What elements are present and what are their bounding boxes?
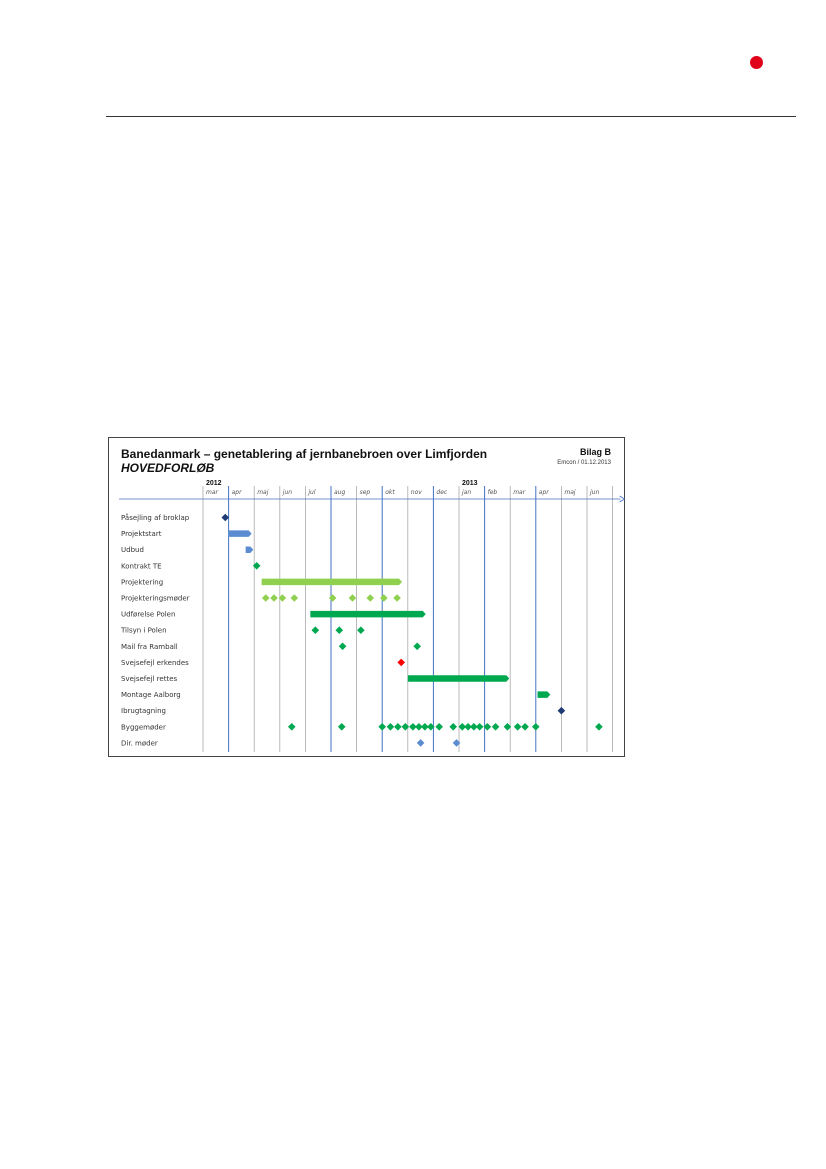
milestone-diamond [380, 594, 388, 602]
row-label: Kontrakt TE [121, 562, 162, 570]
milestone-diamond [270, 594, 278, 602]
row-label: Dir. møder [121, 739, 158, 747]
milestone-diamond [413, 642, 421, 651]
row-label: Mail fra Ramball [121, 643, 178, 651]
milestone-diamond [366, 594, 375, 602]
milestone-diamond [416, 739, 425, 747]
month-label: aug [334, 489, 345, 496]
author-date: Emcon / 01.12.2013 [557, 460, 611, 466]
month-label: jan [461, 489, 471, 496]
gantt-bar [407, 675, 510, 682]
milestone-diamond [401, 723, 410, 731]
milestone-diamond [261, 594, 270, 602]
milestone-diamond [503, 723, 512, 731]
milestone-diamond [557, 706, 566, 715]
row-label: Projektstart [121, 530, 162, 538]
gantt-chart: mar apr maj jun jul aug sep okt nov dec jan feb mar a… [119, 480, 626, 752]
time-axis-arrowhead [619, 495, 626, 503]
chart-title: Banedanmark – genetablering af jernbaneb… [121, 447, 488, 461]
milestone-diamond [452, 739, 461, 747]
year-label: 2013 [462, 480, 478, 487]
row-label: Tilsyn i Polen [120, 627, 167, 635]
row-label: Projektering [121, 578, 163, 586]
month-label: nov [411, 489, 422, 496]
milestone-diamond [513, 723, 522, 731]
milestone-diamond [421, 723, 429, 731]
milestone-diamond [483, 723, 492, 731]
month-label: maj [257, 489, 269, 496]
month-label: jul [307, 489, 315, 496]
milestone-diamond [427, 723, 435, 731]
month-label: apr [232, 489, 242, 496]
month-label: okt [385, 489, 395, 496]
month-label: dec [436, 489, 448, 496]
milestone-diamond [521, 723, 529, 731]
month-label: sep [360, 489, 371, 496]
milestone-diamond [386, 723, 395, 731]
milestone-diamond [435, 723, 443, 731]
row-label: Ibrugtagning [121, 707, 166, 715]
gantt-figure: Banedanmark – genetablering af jernbaneb… [108, 437, 626, 757]
year-label: 2012 [206, 480, 222, 487]
milestone-diamond [532, 723, 540, 731]
milestone-diamond [491, 723, 500, 731]
month-label: maj [564, 489, 576, 496]
month-label: apr [539, 489, 549, 496]
milestone-diamond [335, 626, 344, 634]
month-label: jun [589, 489, 599, 496]
month-label: feb [488, 489, 498, 496]
row-label: Udførelse Polen [121, 611, 175, 619]
milestone-diamond [393, 594, 401, 602]
milestone-diamond [470, 723, 478, 731]
row-label: Byggemøder [121, 723, 166, 731]
row-label: Projekteringsmøder [121, 595, 190, 603]
brand-red-dot [750, 56, 763, 69]
gantt-bar [537, 691, 551, 698]
milestone-diamond [595, 723, 603, 731]
milestone-diamond [449, 723, 458, 731]
milestone-diamond [357, 626, 365, 634]
milestone-diamond [397, 658, 405, 667]
month-label: mar [206, 489, 219, 496]
milestone-diamond [475, 723, 484, 731]
milestone-diamond [409, 723, 417, 731]
row-label: Påsejling af broklap [121, 513, 190, 522]
row-label: Montage Aalborg [121, 691, 181, 699]
month-label: jun [282, 489, 292, 496]
gantt-bar [261, 578, 403, 586]
milestone-diamond [378, 723, 386, 731]
milestone-diamond [348, 594, 357, 602]
row-label: Svejsefejl erkendes [121, 659, 189, 667]
header-rule [106, 116, 796, 117]
gantt-bar [310, 610, 426, 618]
milestone-diamond [338, 642, 347, 651]
milestone-diamond [287, 723, 296, 731]
appendix-label: Bilag B [579, 447, 611, 457]
chart-subtitle: HOVEDFORLØB [121, 461, 215, 475]
gantt-bar [228, 530, 252, 537]
milestone-diamond [415, 723, 423, 731]
row-label: Udbud [121, 546, 144, 554]
milestone-diamond [458, 723, 467, 731]
milestone-diamond [394, 723, 402, 731]
gantt-bar [245, 546, 254, 553]
milestone-diamond [464, 723, 472, 731]
milestone-diamond [311, 626, 320, 634]
milestone-diamond [252, 562, 261, 570]
milestone-diamond [290, 594, 299, 602]
milestone-diamond [221, 513, 230, 522]
row-label: Svejsefejl rettes [121, 675, 178, 683]
month-label: mar [513, 489, 526, 496]
milestone-diamond [337, 723, 346, 731]
milestone-diamond [328, 594, 337, 602]
